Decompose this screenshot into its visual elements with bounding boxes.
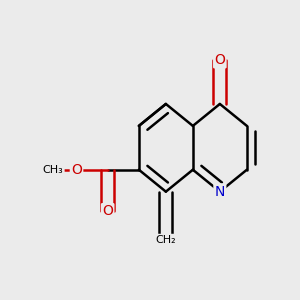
- Text: CH₃: CH₃: [43, 165, 64, 175]
- Text: O: O: [102, 204, 113, 218]
- Text: N: N: [215, 185, 225, 199]
- Text: CH₂: CH₂: [156, 235, 176, 245]
- Text: O: O: [71, 163, 82, 177]
- Text: O: O: [214, 53, 225, 67]
